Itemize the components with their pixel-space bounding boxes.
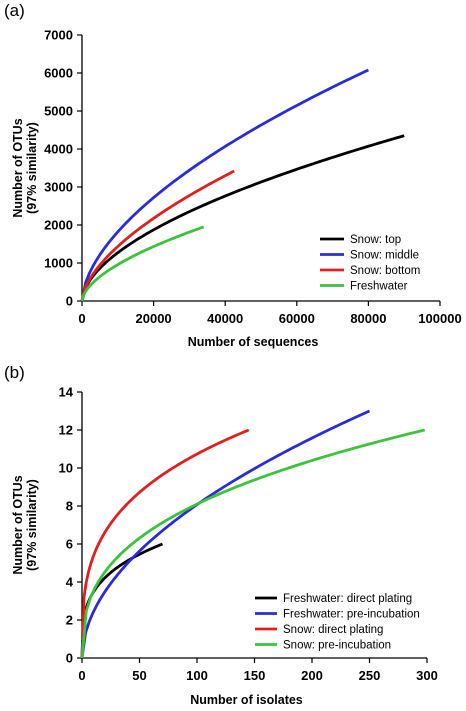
chart-panel-b: (b) 0 2 4 6 8 10 12 14 0 50 100 150 200 250 300 Number o…	[4, 363, 438, 707]
legend-label: Freshwater: pre-incubation	[283, 609, 420, 621]
series-line-snow-middle	[80, 68, 369, 302]
legend-label: Freshwater	[350, 281, 408, 293]
x-tick-label: 300	[416, 668, 438, 683]
y-tick-label: 2	[66, 613, 73, 628]
y-tick-label: 6000	[44, 66, 73, 81]
y-tick-label: 14	[59, 385, 74, 400]
x-tick-label: 0	[78, 311, 85, 326]
legend-label: Snow: top	[350, 234, 401, 246]
panel-label: (a)	[4, 1, 25, 20]
legend-label: Snow: pre-incubation	[283, 640, 391, 652]
legend: Snow: top Snow: middle Snow: bottom Freshwa…	[320, 234, 420, 293]
series-line-snow-direct-plating	[80, 428, 250, 659]
x-tick-label: 0	[78, 668, 85, 683]
y-tick-label: 5000	[44, 104, 73, 119]
panel-label: (b)	[4, 363, 25, 382]
series-line-freshwater-pre-incubation	[80, 409, 371, 659]
y-tick-label: 2000	[44, 218, 73, 233]
legend: Freshwater: direct plating Freshwater: pr…	[255, 593, 420, 652]
y-tick-label: 7000	[44, 28, 73, 43]
y-tick-label: 3000	[44, 180, 73, 195]
legend-label: Snow: direct plating	[283, 624, 383, 636]
y-tick-label: 0	[66, 294, 73, 309]
y-tick-label: 6	[66, 537, 73, 552]
x-tick-label: 250	[359, 668, 381, 683]
x-tick-label: 200	[301, 668, 323, 683]
y-tick-label: 4000	[44, 142, 73, 157]
chart-panel-a: (a) 0 1000 2000 3000 4000 5000 6000 7000 0 20000 40…	[4, 1, 462, 349]
x-tick-label: 150	[244, 668, 266, 683]
series-line-freshwater	[80, 225, 205, 302]
legend-label: Snow: middle	[350, 250, 419, 262]
series-line-snow-top	[80, 134, 405, 302]
series-line-freshwater-direct-plating	[80, 542, 164, 659]
x-axis-label: Number of isolates	[190, 693, 303, 707]
y-axis-label: Number of OTUs(97% similarity)	[11, 475, 39, 574]
x-axis-label: Number of sequences	[188, 335, 319, 349]
y-tick-label: 4	[66, 575, 74, 590]
y-tick-label: 1000	[44, 256, 73, 271]
x-tick-label: 100	[186, 668, 208, 683]
series-line-snow-bottom	[80, 169, 235, 302]
series-line-snow-pre-incubation	[80, 428, 426, 659]
y-axis-label: Number of OTUs(97% similarity)	[11, 118, 39, 217]
x-tick-label: 100000	[418, 311, 461, 326]
x-tick-label: 50	[132, 668, 146, 683]
y-tick-label: 12	[59, 423, 73, 438]
y-tick-label: 10	[59, 461, 73, 476]
x-tick-label: 20000	[136, 311, 172, 326]
y-tick-label: 0	[66, 651, 73, 666]
x-tick-label: 60000	[279, 311, 315, 326]
y-tick-label: 8	[66, 499, 73, 514]
x-tick-label: 40000	[207, 311, 243, 326]
legend-label: Snow: bottom	[350, 265, 420, 277]
legend-label: Freshwater: direct plating	[283, 593, 412, 605]
x-tick-label: 80000	[350, 311, 386, 326]
